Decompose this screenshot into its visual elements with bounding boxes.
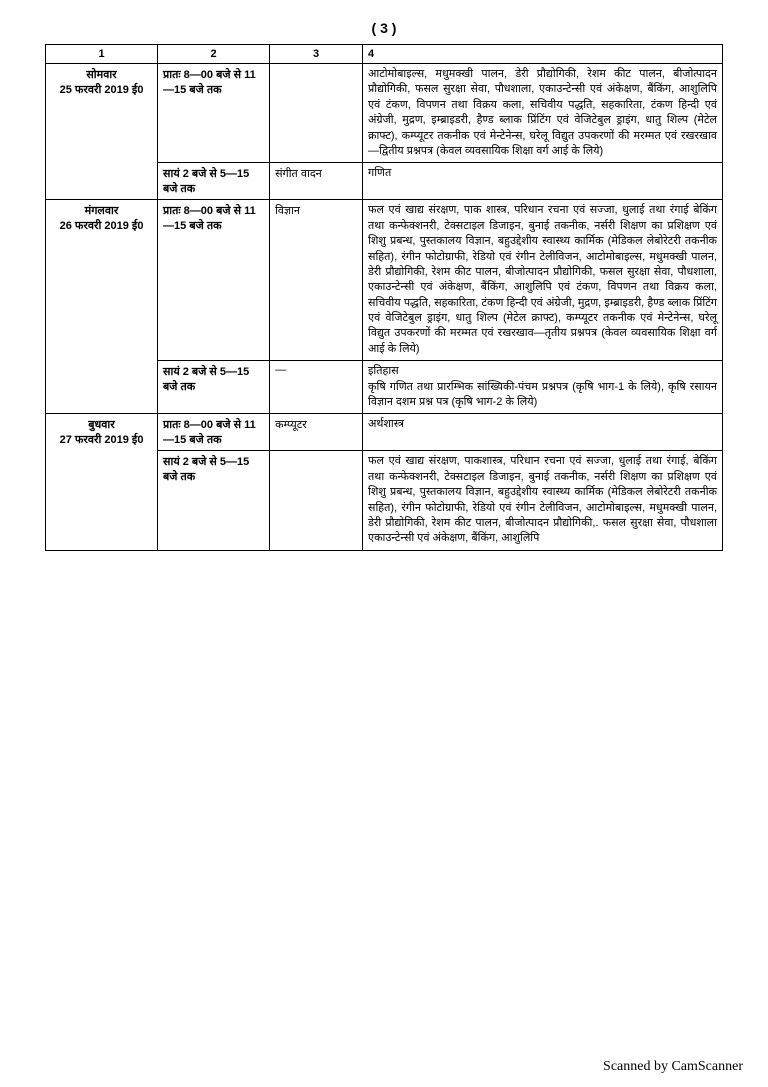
time-cell: सायं 2 बजे से 5—15 बजे तक xyxy=(158,361,270,414)
time-cell: सायं 2 बजे से 5—15 बजे तक xyxy=(158,451,270,550)
subject-cell-3: कम्प्यूटर xyxy=(270,414,363,451)
day-cell: सोमवार 25 फरवरी 2019 ई0 xyxy=(46,64,158,200)
table-row: बुधवार 27 फरवरी 2019 ई0प्रातः 8—00 बजे स… xyxy=(46,414,723,451)
day-cell: बुधवार 27 फरवरी 2019 ई0 xyxy=(46,414,158,550)
time-cell: प्रातः 8—00 बजे से 11—15 बजे तक xyxy=(158,64,270,163)
subject-cell-4: इतिहास कृषि गणित तथा प्रारम्भिक सांख्यिक… xyxy=(363,361,723,414)
subject-cell-4: फल एवं खाद्य संरक्षण, पाक शास्त्र, परिधा… xyxy=(363,200,723,361)
subject-cell-4: आटोमोबाइल्स, मधुमक्खी पालन, डेरी प्रौद्य… xyxy=(363,64,723,163)
table-row: मंगलवार 26 फरवरी 2019 ई0प्रातः 8—00 बजे … xyxy=(46,200,723,361)
header-4: 4 xyxy=(363,45,723,64)
schedule-table: 1 2 3 4 सोमवार 25 फरवरी 2019 ई0प्रातः 8—… xyxy=(45,44,723,551)
header-2: 2 xyxy=(158,45,270,64)
subject-cell-4: गणित xyxy=(363,163,723,200)
subject-cell-3: संगीत वादन xyxy=(270,163,363,200)
day-cell: मंगलवार 26 फरवरी 2019 ई0 xyxy=(46,200,158,414)
scanner-footer: Scanned by CamScanner xyxy=(603,1059,743,1075)
subject-cell-4: अर्थशास्त्र xyxy=(363,414,723,451)
subject-cell-4: फल एवं खाद्य संरक्षण, पाकशास्त्र, परिधान… xyxy=(363,451,723,550)
subject-cell-3 xyxy=(270,64,363,163)
header-1: 1 xyxy=(46,45,158,64)
time-cell: प्रातः 8—00 बजे से 11—15 बजे तक xyxy=(158,414,270,451)
page-number: ( 3 ) xyxy=(45,20,723,36)
subject-cell-3: — xyxy=(270,361,363,414)
subject-cell-3 xyxy=(270,451,363,550)
subject-cell-3: विज्ञान xyxy=(270,200,363,361)
header-row: 1 2 3 4 xyxy=(46,45,723,64)
table-row: सोमवार 25 फरवरी 2019 ई0प्रातः 8—00 बजे स… xyxy=(46,64,723,163)
time-cell: प्रातः 8—00 बजे से 11—15 बजे तक xyxy=(158,200,270,361)
time-cell: सायं 2 बजे से 5—15 बजे तक xyxy=(158,163,270,200)
header-3: 3 xyxy=(270,45,363,64)
